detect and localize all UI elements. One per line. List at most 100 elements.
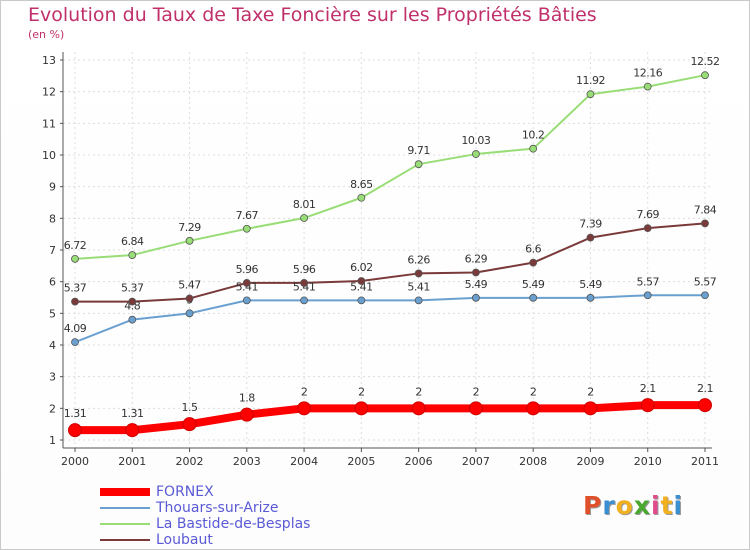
data-label: 7.84	[694, 203, 717, 216]
logo-letter: i	[673, 491, 684, 520]
logo-letter: o	[615, 491, 634, 520]
legend-label-loubaut: Loubaut	[156, 532, 213, 548]
data-point	[643, 291, 652, 300]
series-line	[74, 74, 706, 260]
data-point	[128, 297, 137, 306]
data-point	[300, 296, 308, 305]
legend-swatch-fornex	[100, 488, 150, 496]
data-point	[472, 293, 480, 302]
data-point	[701, 291, 709, 300]
data-label: 11.92	[576, 74, 605, 87]
data-label: 2.1	[640, 382, 656, 395]
y-tick-label: 4	[49, 339, 56, 352]
x-tick-label: 2001	[118, 455, 146, 468]
data-label: 8.65	[350, 178, 373, 191]
data-point	[411, 401, 426, 416]
data-label: 4.09	[64, 322, 87, 335]
legend-label-thouars: Thouars-sur-Arize	[156, 500, 279, 516]
data-label: 8.01	[293, 198, 316, 211]
data-point	[354, 401, 369, 416]
data-point	[414, 160, 423, 169]
series-line	[74, 222, 706, 303]
y-tick-label: 9	[49, 181, 56, 194]
y-tick-label: 8	[49, 212, 56, 225]
data-label: 5.57	[636, 275, 659, 288]
y-tick-label: 2	[49, 402, 56, 415]
data-label: 5.41	[350, 280, 373, 293]
data-point	[357, 193, 366, 202]
x-tick-label: 2005	[347, 455, 375, 468]
data-label: 6.84	[121, 235, 144, 248]
data-label: 1.31	[121, 407, 144, 420]
data-point	[472, 150, 480, 158]
logo-letter: t	[660, 491, 674, 520]
data-label: 5.49	[522, 278, 545, 291]
x-tick-label: 2010	[634, 455, 662, 468]
y-tick-label: 10	[42, 149, 56, 162]
data-label: 2	[301, 385, 308, 398]
proxiti-logo: Proxiti	[583, 491, 683, 520]
data-point	[414, 269, 423, 278]
data-label: 2	[358, 385, 365, 398]
data-label: 6.6	[525, 243, 541, 256]
data-label: 9.71	[407, 144, 430, 157]
x-tick-label: 2006	[405, 455, 433, 468]
logo-letter: P	[583, 491, 603, 520]
data-point	[529, 258, 538, 267]
data-point	[414, 296, 423, 305]
y-tick-label: 1	[49, 434, 56, 447]
data-point	[128, 251, 137, 259]
data-point	[185, 309, 194, 318]
data-point	[643, 224, 652, 233]
data-label: 10.03	[461, 134, 490, 147]
data-label: 5.41	[236, 280, 259, 293]
data-label: 5.96	[236, 263, 259, 276]
chart-title: Evolution du Taux de Taxe Foncière sur l…	[28, 4, 597, 26]
data-point	[586, 293, 595, 302]
data-point	[71, 254, 79, 263]
y-tick-label: 6	[49, 276, 56, 289]
data-point	[529, 144, 538, 153]
logo-letter: x	[633, 491, 651, 520]
data-point	[643, 82, 652, 91]
data-point	[71, 297, 79, 306]
data-point	[242, 279, 251, 287]
data-label: 6.02	[350, 261, 373, 274]
data-point	[242, 296, 251, 305]
data-point	[300, 214, 308, 222]
data-label: 6.72	[64, 239, 87, 252]
chart-subtitle: (en %)	[28, 28, 65, 41]
data-point	[357, 296, 366, 305]
y-tick-label: 7	[49, 244, 56, 257]
data-point	[586, 90, 595, 99]
data-point	[586, 233, 595, 242]
data-label: 7.29	[178, 221, 201, 234]
data-label: 2	[530, 385, 537, 398]
y-tick-label: 13	[42, 54, 56, 67]
data-point	[185, 294, 194, 303]
data-label: 5.49	[465, 278, 488, 291]
logo-letter: r	[602, 491, 616, 520]
data-label: 6.29	[465, 252, 488, 265]
data-label: 1.5	[182, 401, 198, 414]
data-label: 2.1	[697, 382, 713, 395]
data-label: 6.26	[407, 253, 430, 266]
data-point	[701, 219, 709, 228]
data-point	[297, 401, 312, 416]
data-point	[583, 401, 598, 416]
x-tick-label: 2011	[691, 455, 719, 468]
legend-label-la-bastide: La Bastide-de-Besplas	[156, 516, 311, 532]
series-line	[71, 401, 709, 435]
data-label: 4.8	[124, 300, 140, 313]
data-point	[239, 407, 254, 422]
data-label: 5.41	[293, 280, 316, 293]
data-point	[526, 401, 541, 416]
data-point	[125, 423, 140, 438]
data-point	[472, 268, 480, 277]
x-tick-label: 2003	[233, 455, 261, 468]
data-label: 2	[415, 385, 422, 398]
legend-swatch-thouars	[100, 507, 150, 509]
data-point	[71, 338, 79, 347]
data-label: 5.37	[121, 282, 144, 295]
